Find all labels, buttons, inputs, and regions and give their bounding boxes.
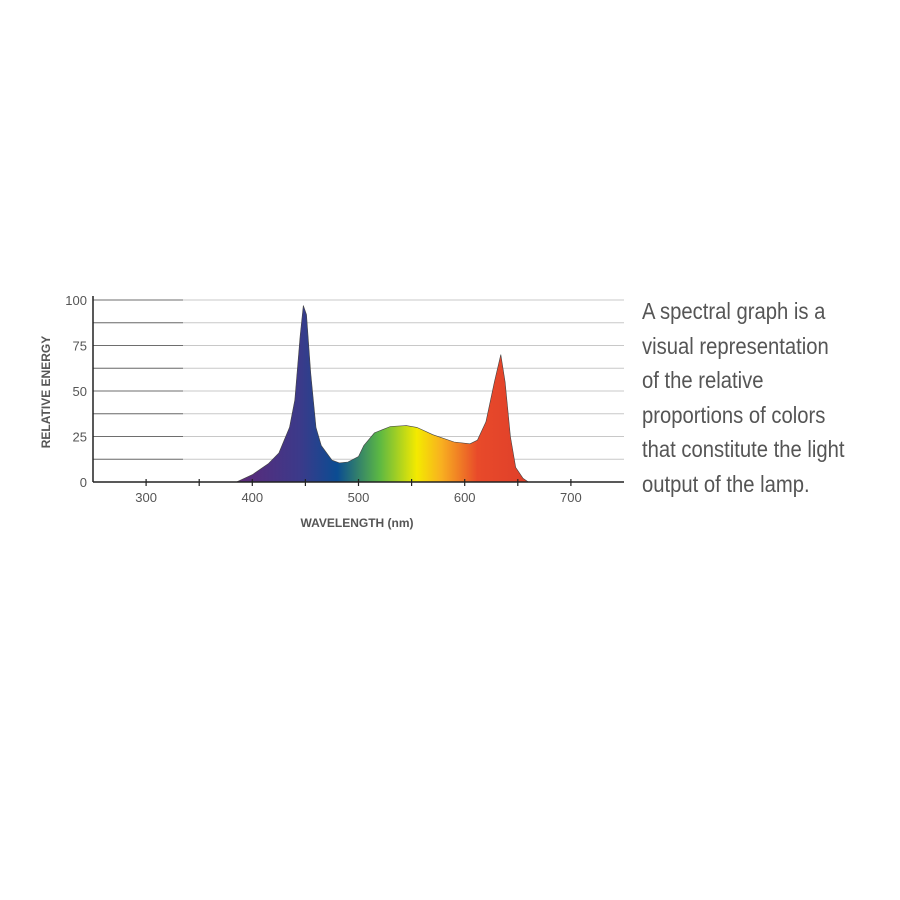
description-line: proportions of colors bbox=[642, 401, 826, 428]
x-tick-label: 400 bbox=[241, 490, 263, 505]
x-tick-label: 500 bbox=[348, 490, 370, 505]
description-line: of the relative bbox=[642, 367, 764, 393]
y-axis-label: RELATIVE ENERGY bbox=[39, 336, 53, 448]
spectral-chart: 300 400 500 600 700 0 25 50 75 100 WAVELENGTH (nm… bbox=[39, 293, 624, 530]
tick-labels: 300 400 500 600 700 0 25 50 75 100 bbox=[65, 293, 581, 505]
x-tick-label: 600 bbox=[454, 490, 476, 505]
y-tick-label: 100 bbox=[65, 293, 87, 308]
x-axis-label: WAVELENGTH (nm) bbox=[300, 516, 413, 530]
x-tick-label: 300 bbox=[135, 490, 157, 505]
y-tick-label: 0 bbox=[80, 475, 87, 490]
axes bbox=[92, 296, 624, 486]
y-tick-label: 25 bbox=[73, 430, 87, 445]
y-tick-label: 75 bbox=[73, 339, 87, 354]
description-line: output of the lamp. bbox=[642, 470, 810, 497]
description-line: A spectral graph is a bbox=[642, 298, 826, 324]
gridlines bbox=[93, 299, 624, 460]
x-tick-label: 700 bbox=[560, 490, 582, 505]
description-line: visual representation bbox=[642, 332, 829, 359]
y-tick-label: 50 bbox=[73, 384, 87, 399]
description-line: that constitute the light bbox=[642, 436, 845, 462]
spectrum-area bbox=[236, 305, 529, 483]
description-text: A spectral graph is a visual representat… bbox=[642, 294, 862, 501]
